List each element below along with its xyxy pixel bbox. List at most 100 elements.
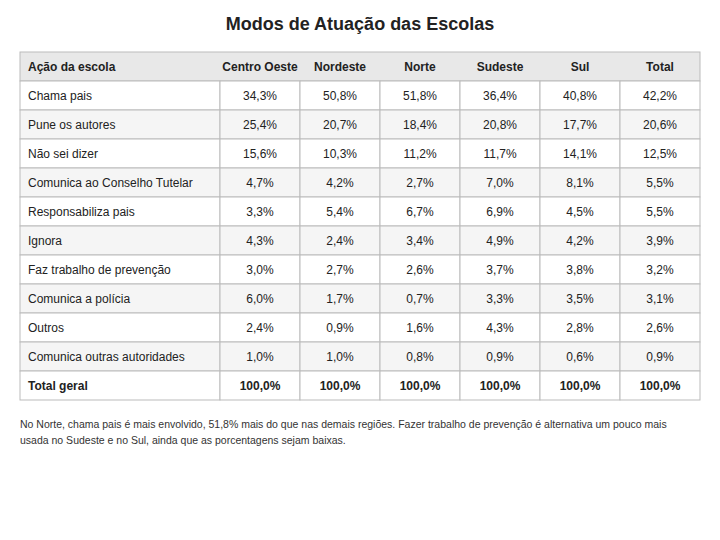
cell-label: 42,2%: [643, 89, 677, 103]
cell-label: 4,5%: [566, 205, 594, 219]
cell-label: 17,7%: [563, 118, 597, 132]
cell-label: 0,9%: [326, 321, 354, 335]
column-header: Ação da escola: [28, 60, 116, 74]
cell-label: 12,5%: [643, 147, 677, 161]
cell-label: 8,1%: [566, 176, 594, 190]
table-cell: [300, 284, 380, 313]
table-cell: [380, 110, 460, 139]
row-label-cell: [20, 371, 220, 400]
cell-label: 100,0%: [560, 379, 601, 393]
cell-label: 14,1%: [563, 147, 597, 161]
cell-label: 2,6%: [406, 263, 434, 277]
cell-label: 100,0%: [640, 379, 681, 393]
cell-label: 40,8%: [563, 89, 597, 103]
table-cell: [620, 197, 700, 226]
cell-label: 18,4%: [403, 118, 437, 132]
table-cell: [380, 284, 460, 313]
row-label-cell: [20, 81, 220, 110]
cell-label: 50,8%: [323, 89, 357, 103]
cell-label: 3,2%: [646, 263, 674, 277]
cell-label: 4,2%: [566, 234, 594, 248]
cell-label: 100,0%: [240, 379, 281, 393]
cell-label: 11,7%: [483, 147, 516, 161]
table-row: Faz trabalho de prevenção 3,0% 2,7% 2,6% 3,7…: [20, 255, 700, 284]
cell-label: 3,7%: [486, 263, 514, 277]
row-label: Faz trabalho de prevenção: [28, 263, 171, 277]
cell-label: 100,0%: [400, 379, 441, 393]
table-cell: [540, 313, 620, 342]
table-cell: [380, 81, 460, 110]
table-cell: [220, 313, 300, 342]
row-label: Outros: [28, 321, 64, 335]
table-cell: [620, 255, 700, 284]
cell-label: 0,9%: [646, 350, 674, 364]
cell-label: 5,5%: [646, 176, 674, 190]
table-cell: [220, 197, 300, 226]
table-cell: [620, 110, 700, 139]
table-row: Total geral 100,0% 100,0% 100,0% 100,0% 100,0…: [20, 371, 700, 400]
table-cell: [540, 342, 620, 371]
table-cell: [460, 255, 540, 284]
table-row: Outros2,4%0,9%1,6%4,3%2,8%2,6%: [20, 313, 700, 342]
column-header: Sudeste: [477, 60, 524, 74]
table-cell: [620, 226, 700, 255]
table-cell: [540, 284, 620, 313]
cell-label: 1,7%: [326, 292, 354, 306]
column-header: Centro Oeste: [222, 60, 298, 74]
cell-label: 4,3%: [246, 234, 274, 248]
chart: Modos de Atuação das Escolas Ação da esco…: [0, 0, 720, 540]
table-cell: [220, 81, 300, 110]
table-cell: [380, 168, 460, 197]
column-header: Norte: [404, 60, 436, 74]
cell-label: 2,8%: [566, 321, 594, 335]
row-label: Chama pais: [28, 89, 92, 103]
table-cell: [220, 110, 300, 139]
table-cell: [380, 313, 460, 342]
cell-label: 15,6%: [243, 147, 277, 161]
table-row: Pune os autores25,4%20,7%18,4%20,8%17,7%…: [20, 110, 700, 139]
annotation: usada no Sudeste e no Sul, ainda que as …: [20, 434, 346, 446]
table-cell: [460, 226, 540, 255]
table-cell: [380, 371, 460, 400]
table-row: Comunica ao Conselho Tutelar4,7%4,2%2,7%…: [20, 168, 700, 197]
table-cell: [300, 313, 380, 342]
cell-label: 0,9%: [486, 350, 514, 364]
row-label: Não sei dizer: [28, 147, 98, 161]
cell-label: 36,4%: [483, 89, 517, 103]
cell-label: 0,6%: [566, 350, 594, 364]
cell-label: 3,9%: [646, 234, 674, 248]
cell-label: 25,4%: [243, 118, 277, 132]
cell-label: 6,9%: [486, 205, 514, 219]
title: Modos de Atuação das Escolas: [226, 14, 494, 34]
table-cell: [300, 342, 380, 371]
cell-label: 3,8%: [566, 263, 594, 277]
table-cell: [300, 371, 380, 400]
table-cell: [300, 226, 380, 255]
table-cell: [460, 81, 540, 110]
table-cell: [540, 371, 620, 400]
cell-label: 51,8%: [403, 89, 437, 103]
cell-label: 4,3%: [486, 321, 514, 335]
table-cell: [300, 197, 380, 226]
cell-label: 100,0%: [320, 379, 361, 393]
row-label: Total geral: [28, 379, 88, 393]
table-cell: [300, 110, 380, 139]
cell-label: 34,3%: [243, 89, 277, 103]
cell-label: 2,7%: [326, 263, 354, 277]
table-cell: [460, 168, 540, 197]
table-cell: [380, 226, 460, 255]
column-header: Sul: [571, 60, 590, 74]
row-label-cell: [20, 342, 220, 371]
table-cell: [540, 226, 620, 255]
table-row: Responsabiliza pais3,3%5,4%6,7%6,9%4,5%5…: [20, 197, 700, 226]
table-row: Não sei dizer 15,6% 10,3% 11,2% 11,7% 14,1% 12…: [20, 139, 700, 168]
table-cell: [620, 139, 700, 168]
cell-label: 4,9%: [486, 234, 514, 248]
cell-label: 6,0%: [246, 292, 274, 306]
cell-label: 3,0%: [246, 263, 274, 277]
cell-label: 10,3%: [323, 147, 357, 161]
row-label: Responsabiliza pais: [28, 205, 135, 219]
table-cell: [540, 110, 620, 139]
cell-label: 20,8%: [483, 118, 517, 132]
cell-label: 11,2%: [403, 147, 436, 161]
